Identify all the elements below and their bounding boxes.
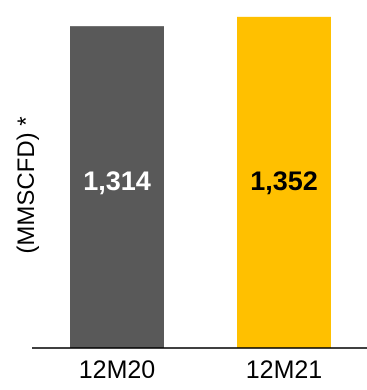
x-tick-label: 12M20 xyxy=(79,356,155,384)
bar-12m20 xyxy=(70,26,164,348)
data-label: 1,314 xyxy=(83,166,151,196)
y-axis-title: (MMSCFD) * xyxy=(13,116,40,253)
data-label: 1,352 xyxy=(250,166,318,196)
bar-12m21 xyxy=(237,16,331,348)
x-tick-label: 12M21 xyxy=(246,356,322,384)
